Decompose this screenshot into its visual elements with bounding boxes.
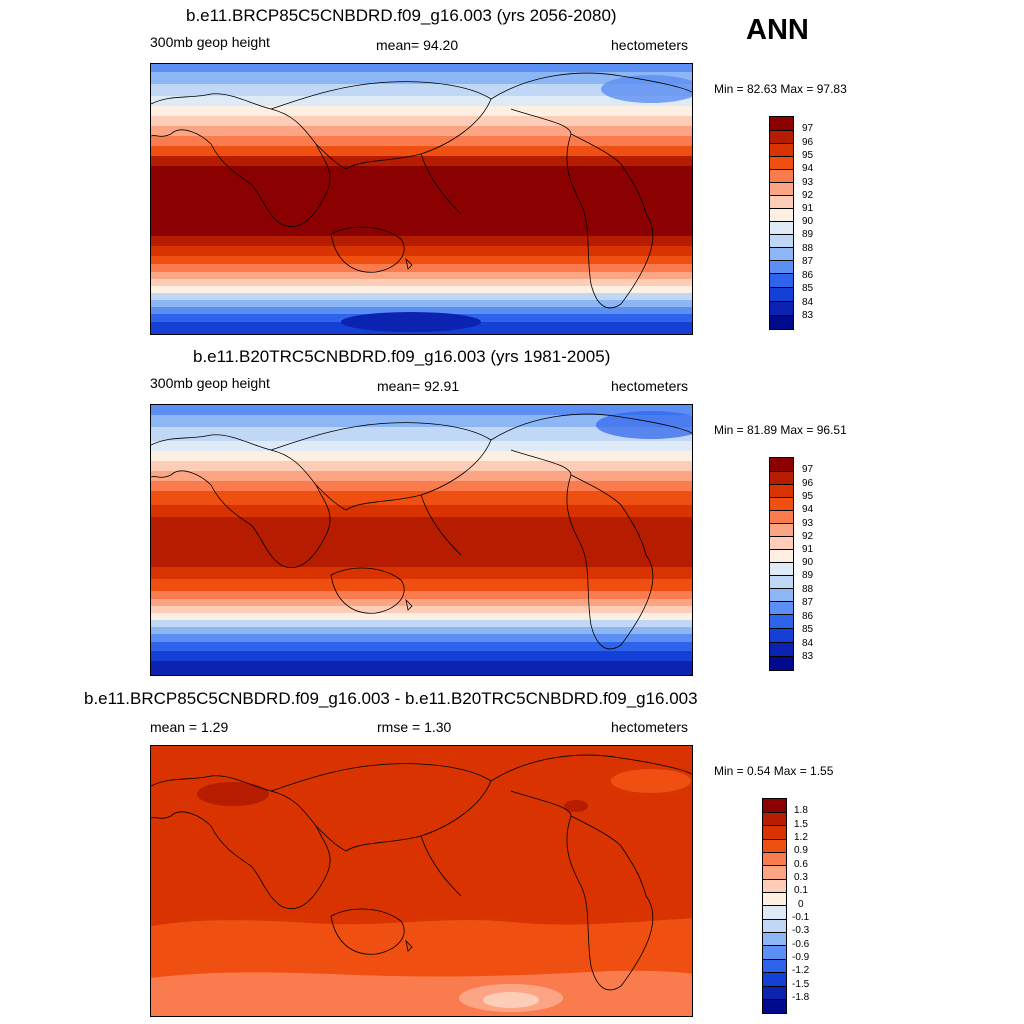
colorbar-label: 89 <box>802 229 814 240</box>
panel3-colorbar <box>762 798 787 1014</box>
panel1-title: b.e11.BRCP85C5CNBDRD.f09_g16.003 (yrs 20… <box>186 6 617 25</box>
colorbar-label: 93 <box>802 518 814 529</box>
colorbar-label: 84 <box>802 638 814 649</box>
panel1-minmax: Min = 82.63 Max = 97.83 <box>714 82 847 96</box>
colorbar-label: 88 <box>802 584 814 595</box>
colorbar-label: 85 <box>802 624 814 635</box>
colorbar-label: 97 <box>802 464 814 475</box>
panel2-mean-label: mean= 92.91 <box>377 378 460 394</box>
colorbar-label: 97 <box>802 123 814 134</box>
colorbar-label: -0.6 <box>792 939 810 950</box>
panel2-colorbar <box>769 457 794 671</box>
colorbar-label: -1.5 <box>792 979 810 990</box>
panel3-minmax: Min = 0.54 Max = 1.55 <box>714 764 834 778</box>
panel2-units-label: hectometers <box>611 378 689 394</box>
colorbar-label: -1.8 <box>792 992 810 1003</box>
panel3-mean-label: mean = 1.29 <box>150 719 229 735</box>
colorbar-label: 85 <box>802 283 814 294</box>
colorbar-label: 95 <box>802 150 814 161</box>
colorbar-label: 86 <box>802 270 814 281</box>
colorbar-label: 95 <box>802 491 814 502</box>
colorbar-label: -0.1 <box>792 912 810 923</box>
panel3-rmse-label: rmse = 1.30 <box>377 719 452 735</box>
colorbar-label: 87 <box>802 256 814 267</box>
colorbar-label: -0.3 <box>792 925 810 936</box>
panel2-variable-label: 300mb geop height <box>150 375 270 391</box>
colorbar-label: 91 <box>802 544 814 555</box>
colorbar-label: -0.9 <box>792 952 810 963</box>
colorbar-label: 0.3 <box>794 872 808 883</box>
panel1-map <box>150 63 693 335</box>
colorbar-label: 94 <box>802 504 814 515</box>
panel2-map <box>150 404 693 676</box>
colorbar-label: 87 <box>802 597 814 608</box>
colorbar-label: 88 <box>802 243 814 254</box>
colorbar-label: 96 <box>802 478 814 489</box>
colorbar-label: 90 <box>802 557 814 568</box>
panel2-title: b.e11.B20TRC5CNBDRD.f09_g16.003 (yrs 198… <box>193 347 611 366</box>
colorbar-label: 1.8 <box>794 805 808 816</box>
colorbar-label: 0.9 <box>794 845 808 856</box>
colorbar-label: 1.5 <box>794 819 808 830</box>
panel3-title: b.e11.BRCP85C5CNBDRD.f09_g16.003 - b.e11… <box>84 689 698 708</box>
colorbar-label: 92 <box>802 190 814 201</box>
colorbar-label: 93 <box>802 177 814 188</box>
panel2-minmax: Min = 81.89 Max = 96.51 <box>714 423 847 437</box>
colorbar-label: 84 <box>802 297 814 308</box>
colorbar-label: 94 <box>802 163 814 174</box>
season-label: ANN <box>746 14 809 46</box>
colorbar-label: 92 <box>802 531 814 542</box>
colorbar-label: -1.2 <box>792 965 810 976</box>
panel3-units-label: hectometers <box>611 719 689 735</box>
panel1-variable-label: 300mb geop height <box>150 34 270 50</box>
colorbar-label: 83 <box>802 651 814 662</box>
colorbar-label: 86 <box>802 611 814 622</box>
colorbar-label: 89 <box>802 570 814 581</box>
colorbar-label: 91 <box>802 203 814 214</box>
colorbar-label: 90 <box>802 216 814 227</box>
colorbar-label: 96 <box>802 137 814 148</box>
panel3-map <box>150 745 693 1017</box>
panel1-colorbar <box>769 116 794 330</box>
colorbar-label: 83 <box>802 310 814 321</box>
colorbar-label: 0 <box>798 899 804 910</box>
panel1-mean-label: mean= 94.20 <box>376 37 459 53</box>
panel1-units-label: hectometers <box>611 37 689 53</box>
colorbar-label: 1.2 <box>794 832 808 843</box>
colorbar-label: 0.1 <box>794 885 808 896</box>
colorbar-label: 0.6 <box>794 859 808 870</box>
